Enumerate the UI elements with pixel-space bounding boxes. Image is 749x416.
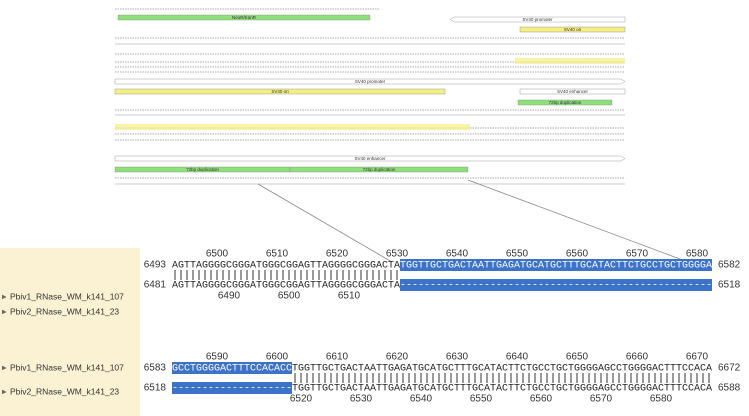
zoom-line <box>257 183 393 263</box>
end-position: 6672 <box>718 363 741 374</box>
ruler-label: 6510 <box>266 249 289 260</box>
ruler-label: 6560 <box>530 394 553 405</box>
start-position: 6583 <box>144 363 167 374</box>
start-position: 6518 <box>144 383 167 394</box>
map-decor <box>115 8 625 179</box>
feature-bar <box>289 166 469 173</box>
sequence: AGTTAGGGGCGGGATGGGCGGAGTTAGGGGCGGGACTA <box>172 281 400 292</box>
feature-label: 72bp duplication <box>186 167 219 172</box>
ruler-label: 6590 <box>206 352 229 363</box>
expand-arrow: ▶ <box>2 310 7 316</box>
feature-bar <box>117 14 371 21</box>
end-position: 6518 <box>718 280 741 291</box>
ruler-label: 6500 <box>278 291 301 302</box>
ruler-label: 6520 <box>326 249 349 260</box>
sequence-list-panel <box>0 248 140 416</box>
ruler-label: 6540 <box>446 249 469 260</box>
feature-label: SV40 promoter <box>355 79 386 84</box>
feature-arrow <box>114 78 626 85</box>
start-position: 6493 <box>144 260 167 271</box>
ruler-label: 6620 <box>386 352 409 363</box>
start-position: 6481 <box>144 280 167 291</box>
expand-arrow: ▶ <box>2 295 7 301</box>
ruler-label: 6520 <box>290 394 313 405</box>
ruler-label: 6570 <box>590 394 613 405</box>
sequence: AGTTAGGGGCGGGATGGGCGGAGTTAGGGGCGGGACTA <box>172 261 400 272</box>
expand-arrow: ▶ <box>2 390 7 396</box>
feature-label: 72bp duplication <box>549 100 582 105</box>
ruler-label: 6660 <box>626 352 649 363</box>
highlight <box>172 382 292 394</box>
ruler-label: 6530 <box>350 394 373 405</box>
feature-bar <box>517 99 613 106</box>
sequence-name[interactable]: Pbiv2_RNase_WM_k141_23 <box>10 306 119 316</box>
feature-label: 72bp duplication <box>363 167 396 172</box>
ruler-label: 6610 <box>326 352 349 363</box>
sequence: GCCTGGGGACTTTCCACACC <box>172 364 292 375</box>
zoom-line <box>467 179 689 263</box>
end-position: 6582 <box>718 260 741 271</box>
ruler-label: 6580 <box>650 394 673 405</box>
feature-label: SV40 ori <box>564 27 581 32</box>
ruler-label: 6670 <box>686 352 709 363</box>
feature-label: NeoR/KanR <box>232 15 257 20</box>
ruler-label: 6510 <box>338 291 361 302</box>
feature-label: SV40 ori <box>271 89 288 94</box>
features: NeoR/KanR SV40 promoter SV40 ori SV40 promo… <box>114 14 626 173</box>
highlight <box>400 259 712 271</box>
highlight <box>172 362 292 374</box>
ruler-label: 6550 <box>470 394 493 405</box>
ruler-label: 6530 <box>386 249 409 260</box>
ruler-label: 6500 <box>206 249 229 260</box>
ruler-label: 6540 <box>410 394 433 405</box>
feature-arrow <box>114 155 626 162</box>
sequence: -------------------- <box>172 384 292 395</box>
seq-highlight <box>115 124 470 130</box>
feature-arrow <box>449 16 626 23</box>
alignment: 6500 6510 6520 6530 6540 6550 6560 6570 6580 6490… <box>2 249 741 405</box>
seq-highlight <box>515 58 625 64</box>
ruler-label: 6560 <box>566 249 589 260</box>
highlight <box>400 279 712 291</box>
sequence-name[interactable]: Pbiv1_RNase_WM_k141_107 <box>10 362 124 372</box>
ruler-label: 6650 <box>566 352 589 363</box>
feature-label: SV40 promoter <box>522 17 553 22</box>
feature-bar <box>114 88 446 95</box>
sequence-name[interactable]: Pbiv2_RNase_WM_k141_23 <box>10 386 119 396</box>
sequence: TGGTTGCTGACTAATTGAGATGCATGCTTTGCATACTTCT… <box>292 384 712 395</box>
ruler-label: 6550 <box>506 249 529 260</box>
feature-label: SV40 enhancer <box>354 156 386 161</box>
sequence: TGGTTGCTGACTAATTGAGATGCATGCTTTGCATACTTCT… <box>400 261 712 272</box>
feature-label: SV40 enhancer <box>557 89 589 94</box>
map-ruler <box>115 43 625 185</box>
sequence: ----------------------------------------… <box>400 281 712 292</box>
ruler-label: 6600 <box>266 352 289 363</box>
expand-arrow: ▶ <box>2 366 7 372</box>
feature-bar <box>519 26 626 33</box>
ruler-label: 6580 <box>686 249 709 260</box>
ruler-label: 6490 <box>218 291 241 302</box>
sequence-name[interactable]: Pbiv1_RNase_WM_k141_107 <box>10 291 124 301</box>
sequence: TGGTTGCTGACTAATTGAGATGCATGCTTTGCATACTTCT… <box>292 364 712 375</box>
feature-bar <box>519 88 626 95</box>
end-position: 6588 <box>718 383 741 394</box>
ruler-label: 6630 <box>446 352 469 363</box>
ruler-label: 6640 <box>506 352 529 363</box>
ruler-label: 6570 <box>626 249 649 260</box>
